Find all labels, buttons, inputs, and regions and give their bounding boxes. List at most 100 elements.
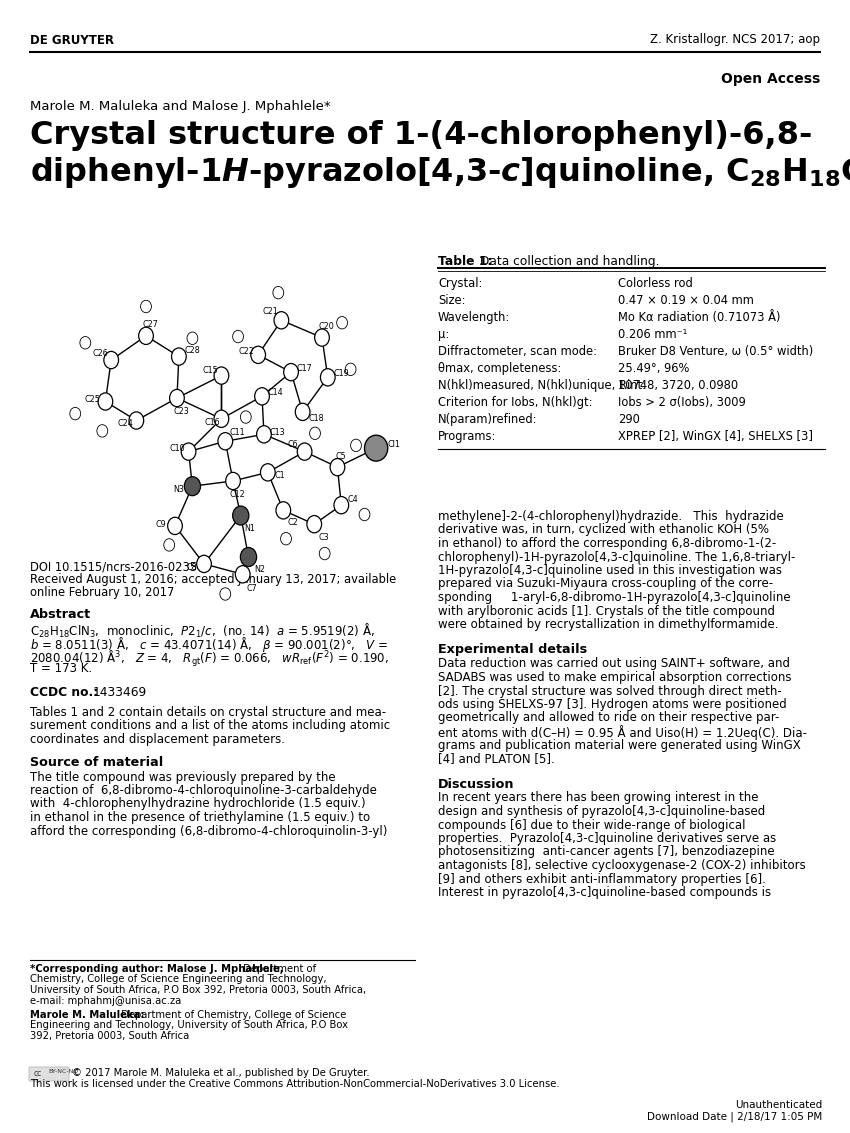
Text: reaction of  6,8-dibromo-4-chloroquinoline-3-carbaldehyde: reaction of 6,8-dibromo-4-chloroquinolin…	[30, 784, 377, 796]
Text: © 2017 Marole M. Maluleka et al., published by De Gruyter.: © 2017 Marole M. Maluleka et al., publis…	[72, 1068, 370, 1077]
Ellipse shape	[260, 463, 275, 482]
Text: [2]. The crystal structure was solved through direct meth-: [2]. The crystal structure was solved th…	[438, 684, 782, 698]
Text: XPREP [2], WinGX [4], SHELXS [3]: XPREP [2], WinGX [4], SHELXS [3]	[618, 431, 813, 443]
Text: sponding     1-aryl-6,8-dibromo-1H-pyrazolo[4,3-c]quinoline: sponding 1-aryl-6,8-dibromo-1H-pyrazolo[…	[438, 591, 790, 604]
Text: Size:: Size:	[438, 293, 466, 307]
Text: Mo Kα radiation (0.71073 Å): Mo Kα radiation (0.71073 Å)	[618, 310, 780, 324]
Text: N2: N2	[254, 564, 265, 573]
Ellipse shape	[220, 588, 230, 600]
Ellipse shape	[187, 332, 198, 344]
Ellipse shape	[298, 443, 312, 460]
Ellipse shape	[181, 443, 196, 460]
Text: N(hkl)measured, N(hkl)unique, Rint:: N(hkl)measured, N(hkl)unique, Rint:	[438, 380, 646, 392]
Text: The title compound was previously prepared by the: The title compound was previously prepar…	[30, 770, 336, 784]
Text: Engineering and Technology, University of South Africa, P.O Box: Engineering and Technology, University o…	[30, 1021, 348, 1031]
Ellipse shape	[330, 459, 345, 476]
FancyBboxPatch shape	[29, 1067, 69, 1081]
Text: Wavelength:: Wavelength:	[438, 310, 510, 324]
Text: Criterion for Iobs, N(hkl)gt:: Criterion for Iobs, N(hkl)gt:	[438, 397, 592, 409]
Text: online February 10, 2017: online February 10, 2017	[30, 586, 174, 599]
Text: Marole M. Maluleka and Malose J. Mphahlele*: Marole M. Maluleka and Malose J. Mphahle…	[30, 100, 331, 113]
Text: Crystal structure of 1-(4-chlorophenyl)-6,8-: Crystal structure of 1-(4-chlorophenyl)-…	[30, 120, 813, 151]
Ellipse shape	[140, 300, 151, 313]
Text: Programs:: Programs:	[438, 431, 496, 443]
Text: Z. Kristallogr. NCS 2017; aop: Z. Kristallogr. NCS 2017; aop	[650, 34, 820, 46]
Text: *Corresponding author: Malose J. Mphahlele,: *Corresponding author: Malose J. Mphahle…	[30, 964, 284, 974]
Text: University of South Africa, P.O Box 392, Pretoria 0003, South Africa,: University of South Africa, P.O Box 392,…	[30, 985, 366, 995]
Ellipse shape	[309, 427, 320, 440]
Text: 0.47 × 0.19 × 0.04 mm: 0.47 × 0.19 × 0.04 mm	[618, 293, 754, 307]
Ellipse shape	[320, 547, 330, 560]
Text: coordinates and displacement parameters.: coordinates and displacement parameters.	[30, 733, 285, 746]
Ellipse shape	[241, 411, 252, 424]
Text: C10: C10	[169, 444, 184, 453]
Text: $b$ = 8.0511(3) Å,   $c$ = 43.4071(14) Å,   $\beta$ = 90.001(2)°,   $V$ =: $b$ = 8.0511(3) Å, $c$ = 43.4071(14) Å, …	[30, 636, 388, 655]
Text: [9] and others exhibit anti-inflammatory properties [6].: [9] and others exhibit anti-inflammatory…	[438, 872, 766, 886]
Ellipse shape	[196, 555, 212, 572]
Text: Chemistry, College of Science Engineering and Technology,: Chemistry, College of Science Engineerin…	[30, 974, 326, 985]
Text: C9: C9	[156, 520, 167, 529]
Text: cc: cc	[34, 1070, 42, 1077]
Text: Marole M. Maluleka:: Marole M. Maluleka:	[30, 1010, 145, 1020]
Text: C5: C5	[336, 452, 346, 461]
Text: BY-NC-ND: BY-NC-ND	[48, 1070, 78, 1074]
Ellipse shape	[214, 367, 229, 384]
Text: C18: C18	[309, 415, 324, 424]
Text: Open Access: Open Access	[721, 73, 820, 86]
Text: Data reduction was carried out using SAINT+ software, and: Data reduction was carried out using SAI…	[438, 657, 790, 671]
Text: derivative was, in turn, cyclized with ethanolic KOH (5%: derivative was, in turn, cyclized with e…	[438, 523, 769, 537]
Text: Tables 1 and 2 contain details on crystal structure and mea-: Tables 1 and 2 contain details on crysta…	[30, 706, 386, 719]
Text: Download Date | 2/18/17 1:05 PM: Download Date | 2/18/17 1:05 PM	[647, 1111, 822, 1123]
Text: ent atoms with d(C–H) = 0.95 Å and Uiso(H) = 1.2Ueq(C). Dia-: ent atoms with d(C–H) = 0.95 Å and Uiso(…	[438, 725, 807, 740]
Text: 290: 290	[618, 414, 640, 426]
Ellipse shape	[241, 547, 257, 566]
Text: C7: C7	[246, 583, 258, 593]
Text: Source of material: Source of material	[30, 757, 163, 769]
Ellipse shape	[314, 329, 329, 347]
Text: Crystal:: Crystal:	[438, 276, 482, 290]
Text: C20: C20	[318, 322, 334, 331]
Text: 0.206 mm⁻¹: 0.206 mm⁻¹	[618, 327, 688, 341]
Text: Bruker D8 Venture, ω (0.5° width): Bruker D8 Venture, ω (0.5° width)	[618, 346, 813, 358]
Ellipse shape	[337, 316, 348, 329]
Text: θmax, completeness:: θmax, completeness:	[438, 363, 561, 375]
Text: C11: C11	[230, 428, 246, 437]
Text: in ethanol in the presence of triethylamine (1.5 equiv.) to: in ethanol in the presence of triethylam…	[30, 811, 370, 824]
Text: C16: C16	[204, 418, 219, 427]
Text: DOI 10.1515/ncrs-2016-0235: DOI 10.1515/ncrs-2016-0235	[30, 560, 197, 573]
Ellipse shape	[233, 331, 243, 343]
Text: [4] and PLATON [5].: [4] and PLATON [5].	[438, 752, 555, 765]
Text: CCDC no.:: CCDC no.:	[30, 685, 99, 699]
Ellipse shape	[307, 516, 321, 533]
Text: with arylboronic acids [1]. Crystals of the title compound: with arylboronic acids [1]. Crystals of …	[438, 605, 775, 617]
Ellipse shape	[104, 351, 118, 368]
Ellipse shape	[295, 403, 310, 420]
Text: with  4-chlorophenylhydrazine hydrochloride (1.5 equiv.): with 4-chlorophenylhydrazine hydrochlori…	[30, 798, 366, 810]
Text: Colorless rod: Colorless rod	[618, 276, 693, 290]
Text: C6: C6	[287, 441, 298, 449]
Text: grams and publication material were generated using WinGX: grams and publication material were gene…	[438, 739, 801, 751]
Text: 1433469: 1433469	[93, 685, 147, 699]
Ellipse shape	[350, 440, 361, 452]
Text: chlorophenyl)-1H-pyrazolo[4,3-c]quinoline. The 1,6,8-triaryl-: chlorophenyl)-1H-pyrazolo[4,3-c]quinolin…	[438, 551, 796, 563]
Ellipse shape	[345, 364, 356, 376]
Text: C22: C22	[239, 347, 255, 356]
Text: C3: C3	[318, 533, 329, 542]
Ellipse shape	[167, 518, 183, 535]
Text: N1: N1	[245, 525, 256, 534]
Ellipse shape	[184, 477, 201, 495]
Ellipse shape	[334, 496, 348, 514]
Text: 25.49°, 96%: 25.49°, 96%	[618, 363, 689, 375]
Text: Department of Chemistry, College of Science: Department of Chemistry, College of Scie…	[118, 1010, 347, 1020]
Text: C24: C24	[117, 419, 133, 428]
Text: C2: C2	[287, 518, 298, 527]
Ellipse shape	[233, 506, 249, 525]
Text: T = 173 K.: T = 173 K.	[30, 663, 92, 675]
Text: Iobs > 2 σ(Iobs), 3009: Iobs > 2 σ(Iobs), 3009	[618, 397, 745, 409]
Text: C8: C8	[187, 563, 197, 572]
Text: diphenyl-1$\bfit{H}$-pyrazolo[4,3-$\bfit{c}$]quinoline, C$_{\mathbf{28}}$H$_{\ma: diphenyl-1$\bfit{H}$-pyrazolo[4,3-$\bfit…	[30, 155, 850, 190]
Ellipse shape	[280, 533, 292, 545]
Text: Table 1:: Table 1:	[438, 255, 492, 269]
Text: Interest in pyrazolo[4,3-c]quinoline-based compounds is: Interest in pyrazolo[4,3-c]quinoline-bas…	[438, 886, 771, 898]
Text: C17: C17	[297, 364, 313, 373]
